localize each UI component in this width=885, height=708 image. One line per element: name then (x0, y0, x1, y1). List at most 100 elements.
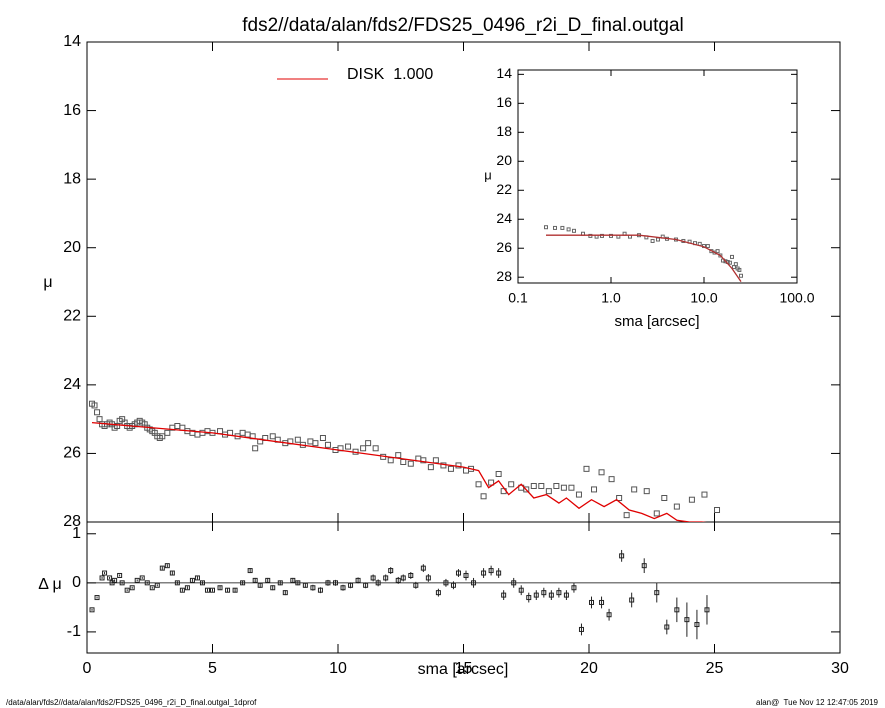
data-point (425, 575, 431, 581)
data-point (282, 590, 288, 596)
data-point (340, 585, 346, 591)
data-point (295, 580, 301, 586)
residual-frame (86, 521, 841, 654)
data-point (408, 572, 414, 578)
y-tick-label: 26 (63, 445, 81, 462)
data-point (589, 599, 595, 605)
data-point (475, 481, 482, 488)
data-point (481, 570, 487, 576)
y-tick-label: -1 (67, 623, 81, 640)
data-point (345, 443, 352, 450)
footer-right: alan@ Tue Nov 12 12:47:05 2019 (756, 698, 879, 707)
data-point (440, 462, 447, 469)
data-point (413, 582, 419, 588)
data-point (688, 496, 695, 503)
x-tick-label: 30 (831, 660, 849, 677)
data-point (375, 580, 381, 586)
data-point (360, 445, 367, 452)
data-point (179, 424, 186, 431)
y-tick-label: 18 (496, 123, 512, 139)
data-point (591, 486, 598, 493)
data-point (217, 428, 224, 435)
data-point (616, 495, 623, 501)
data-point (495, 471, 502, 477)
data-point (705, 244, 710, 249)
data-point (718, 253, 723, 258)
model-line (91, 421, 707, 522)
data-point (583, 465, 590, 472)
data-point (619, 553, 625, 559)
data-point (548, 592, 554, 598)
data-point (729, 254, 734, 259)
data-point (420, 457, 427, 464)
data-point (317, 587, 323, 593)
y-tick-label: 20 (496, 152, 512, 168)
y-tick-label: 28 (63, 513, 81, 530)
data-point (302, 582, 308, 588)
data-point (174, 580, 180, 586)
data-point (653, 510, 660, 517)
data-point (715, 249, 720, 254)
data-point (471, 580, 477, 586)
data-point (270, 585, 276, 591)
data-point (543, 225, 548, 230)
data-point (606, 612, 612, 618)
data-point (94, 409, 101, 416)
data-point (664, 624, 670, 630)
x-tick-label: 100.0 (779, 290, 814, 306)
data-point (480, 493, 487, 500)
data-point (265, 577, 271, 583)
data-point (372, 445, 379, 452)
data-point (608, 476, 615, 483)
data-point (383, 575, 389, 581)
y-tick-label: 22 (63, 308, 81, 325)
data-point (523, 486, 530, 493)
data-point (538, 483, 545, 489)
y-tick-label: 14 (496, 65, 512, 81)
data-point (508, 481, 515, 488)
data-point (673, 503, 680, 510)
data-point (571, 585, 577, 591)
data-point (643, 488, 650, 495)
data-point (541, 590, 547, 596)
data-point (112, 577, 118, 583)
data-point (244, 431, 251, 438)
data-point (312, 440, 319, 447)
x-tick-label: 0.1 (508, 290, 528, 306)
y-axis-label: μ (43, 274, 52, 291)
data-point (714, 507, 721, 513)
y-tick-label: 14 (63, 33, 81, 50)
y-axis-label: μ (484, 167, 492, 182)
plot-layer (89, 400, 721, 522)
data-point (588, 233, 593, 238)
data-point (694, 622, 700, 628)
data-point (560, 225, 565, 230)
data-point (599, 599, 605, 605)
data-point (553, 225, 558, 230)
data-point (319, 435, 326, 441)
chart-title: fds2//data/alan/fds2/FDS25_0496_r2i_D_fi… (242, 15, 684, 36)
data-point (450, 582, 456, 588)
data-point (455, 570, 461, 576)
data-point (739, 273, 744, 278)
data-point (117, 572, 123, 578)
data-point (169, 570, 175, 576)
data-point (252, 577, 258, 583)
data-point (199, 580, 205, 586)
data-point (447, 465, 454, 472)
y-tick-label: 18 (63, 170, 81, 187)
data-point (124, 587, 130, 593)
data-point (189, 577, 195, 583)
data-point (355, 577, 361, 583)
y-tick-label: 28 (496, 268, 512, 284)
y-tick-label: 1 (72, 525, 81, 542)
data-point (154, 582, 160, 588)
data-point (723, 259, 728, 264)
data-point (119, 580, 125, 586)
data-point (232, 587, 238, 593)
data-point (400, 459, 407, 465)
data-point (94, 595, 100, 601)
data-point (654, 590, 660, 596)
data-point (400, 575, 406, 581)
